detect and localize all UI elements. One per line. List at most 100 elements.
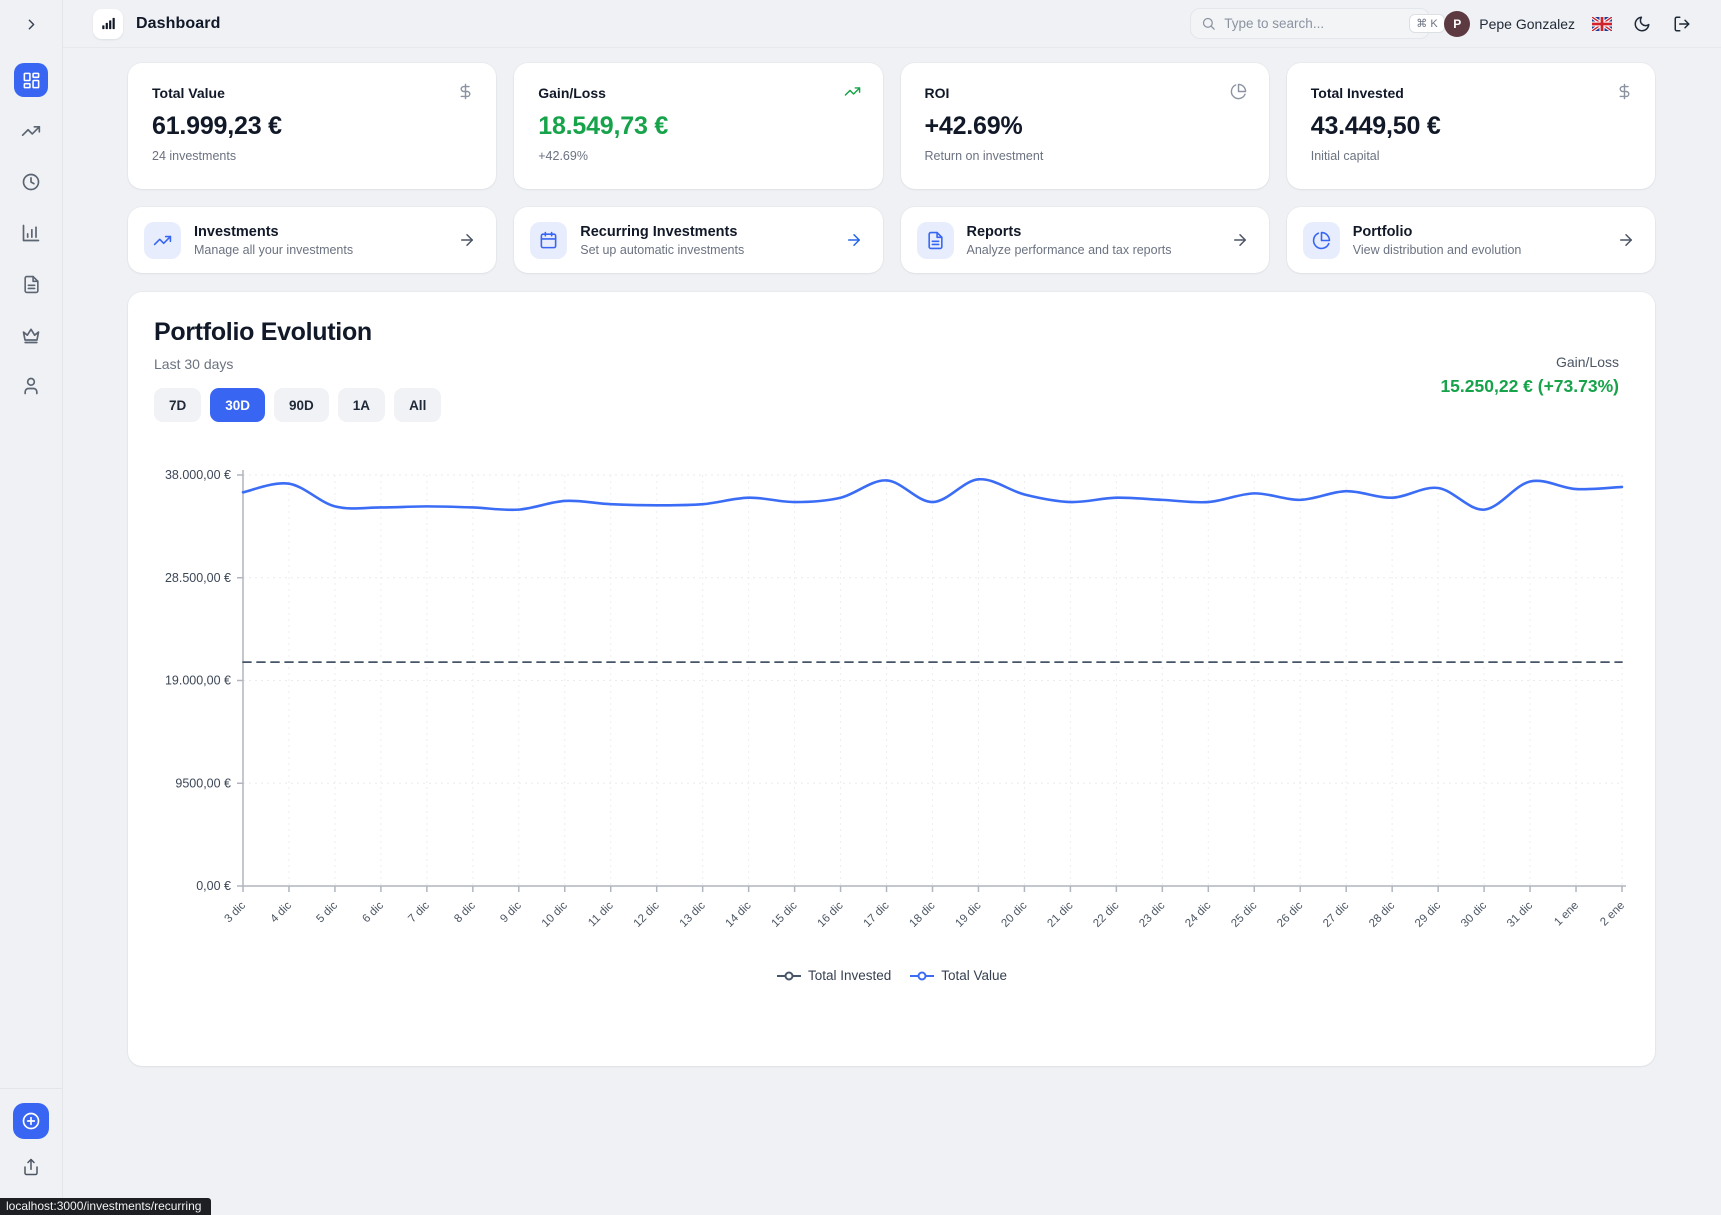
stat-card-total-invested: Total Invested 43.449,50 € Initial capit…: [1286, 63, 1655, 189]
quicklinks-row: Investments Manage all your investments …: [128, 207, 1655, 273]
add-investment-button[interactable]: [13, 1103, 49, 1139]
stat-sub: +42.69%: [538, 149, 588, 163]
user-icon: [21, 376, 41, 396]
svg-text:28.500,00 €: 28.500,00 €: [165, 571, 231, 585]
language-switcher[interactable]: [1589, 11, 1615, 37]
page-title: Dashboard: [136, 14, 221, 32]
svg-text:23 dic: 23 dic: [1137, 899, 1167, 929]
svg-text:26 dic: 26 dic: [1275, 899, 1305, 929]
gain-loss-summary: Gain/Loss 15.250,22 € (+73.73%): [1440, 354, 1619, 397]
stat-value: +42.69%: [924, 112, 1023, 140]
gain-loss-value: 15.250,22 € (+73.73%): [1440, 376, 1619, 396]
svg-text:3 dic: 3 dic: [222, 899, 248, 925]
plus-circle-icon: [21, 1111, 41, 1131]
stat-sub: 24 investments: [152, 149, 237, 163]
stat-value: 61.999,23 €: [152, 112, 282, 140]
svg-text:31 dic: 31 dic: [1505, 899, 1535, 929]
sidebar-item-reports[interactable]: [14, 267, 48, 301]
chevron-right-icon: [23, 16, 40, 33]
svg-text:5 dic: 5 dic: [314, 899, 340, 925]
arrow-right-icon: [1617, 231, 1635, 249]
chart-legend: Total Invested Total Value: [128, 968, 1655, 983]
quicklink-title: Reports: [966, 223, 1022, 240]
range-button-all[interactable]: All: [394, 388, 442, 422]
search-input[interactable]: [1224, 16, 1402, 31]
sidebar-item-dashboard[interactable]: [14, 63, 48, 97]
quicklink-reports[interactable]: Reports Analyze performance and tax repo…: [900, 207, 1269, 273]
quicklink-investments[interactable]: Investments Manage all your investments: [128, 207, 497, 273]
stat-sub: Initial capital: [1310, 149, 1380, 163]
svg-text:27 dic: 27 dic: [1321, 899, 1351, 929]
svg-text:21 dic: 21 dic: [1045, 899, 1075, 929]
trending-up-icon: [844, 83, 861, 100]
main-content: Total Value 61.999,23 € 24 investments G…: [128, 48, 1655, 1066]
arrow-right-icon: [845, 231, 863, 249]
svg-text:38.000,00 €: 38.000,00 €: [165, 468, 231, 482]
stat-label: Total Invested: [1310, 85, 1404, 101]
bar-chart-icon: [21, 223, 41, 243]
svg-text:8 dic: 8 dic: [452, 899, 478, 925]
avatar: P: [1444, 10, 1471, 37]
svg-text:6 dic: 6 dic: [360, 899, 386, 925]
gain-loss-label: Gain/Loss: [1555, 354, 1619, 370]
sidebar-item-profile[interactable]: [14, 369, 48, 403]
svg-text:18 dic: 18 dic: [907, 899, 937, 929]
svg-text:2 ene: 2 ene: [1598, 900, 1627, 929]
stat-value: 43.449,50 €: [1310, 112, 1441, 140]
svg-text:15 dic: 15 dic: [770, 899, 800, 929]
sidebar-item-investments[interactable]: [14, 114, 48, 148]
range-button-30d[interactable]: 30D: [210, 388, 266, 422]
sidebar-item-analytics[interactable]: [14, 216, 48, 250]
quicklink-sub: Analyze performance and tax reports: [966, 242, 1172, 257]
logout-icon: [1673, 15, 1691, 33]
search-icon: [1201, 16, 1216, 31]
clock-icon: [21, 172, 41, 192]
legend-marker-line-icon: [776, 971, 801, 980]
logout-button[interactable]: [1669, 11, 1695, 37]
crown-icon: [21, 325, 41, 345]
search-box[interactable]: ⌘ K: [1190, 8, 1445, 39]
legend-marker-line-icon: [910, 971, 935, 980]
svg-text:14 dic: 14 dic: [724, 899, 754, 929]
svg-text:25 dic: 25 dic: [1229, 899, 1259, 929]
topbar-right: ⌘ K P Pepe Gonzalez: [1190, 8, 1695, 39]
quicklink-sub: View distribution and evolution: [1352, 242, 1522, 257]
range-button-90d[interactable]: 90D: [274, 388, 329, 422]
flag-uk-icon: [1592, 16, 1612, 31]
svg-text:19.000,00 €: 19.000,00 €: [165, 674, 231, 688]
chart-title: Portfolio Evolution: [154, 318, 372, 346]
svg-text:9500,00 €: 9500,00 €: [175, 776, 231, 790]
quicklink-title: Portfolio: [1352, 223, 1413, 240]
svg-text:22 dic: 22 dic: [1091, 899, 1121, 929]
file-text-icon: [916, 221, 954, 259]
pie-chart-icon: [1302, 221, 1340, 259]
user-menu[interactable]: P Pepe Gonzalez: [1444, 10, 1575, 37]
bar-chart-logo-icon: [101, 16, 116, 31]
sidebar-bottom: [0, 1088, 63, 1215]
calendar-icon: [530, 221, 568, 259]
svg-text:0,00 €: 0,00 €: [196, 879, 231, 893]
portfolio-evolution-card: Portfolio Evolution Last 30 days 7D 30D …: [128, 292, 1655, 1066]
sidebar-item-recurring[interactable]: [14, 165, 48, 199]
arrow-right-icon: [1231, 231, 1249, 249]
svg-text:19 dic: 19 dic: [953, 899, 983, 929]
quicklink-portfolio[interactable]: Portfolio View distribution and evolutio…: [1286, 207, 1655, 273]
file-text-icon: [22, 275, 41, 294]
theme-toggle-button[interactable]: [1629, 11, 1655, 37]
quicklink-recurring-investments[interactable]: Recurring Investments Set up automatic i…: [514, 207, 883, 273]
range-button-7d[interactable]: 7D: [154, 388, 202, 422]
svg-text:10 dic: 10 dic: [540, 899, 570, 929]
legend-item-total-invested: Total Invested: [776, 968, 891, 983]
svg-text:24 dic: 24 dic: [1183, 899, 1213, 929]
sidebar-expand-button[interactable]: [0, 0, 63, 48]
legend-item-total-value: Total Value: [909, 968, 1007, 983]
range-button-1a[interactable]: 1A: [337, 388, 386, 422]
dollar-icon: [1616, 83, 1633, 100]
export-button[interactable]: [13, 1149, 49, 1185]
quicklink-sub: Set up automatic investments: [580, 242, 745, 257]
sidebar-item-premium[interactable]: [14, 318, 48, 352]
arrow-right-icon: [458, 231, 476, 249]
chart-canvas[interactable]: 38.000,00 € 28.500,00 € 19.000,00 € 9500,00…: [128, 452, 1655, 1012]
stat-label: ROI: [924, 85, 950, 101]
svg-text:29 dic: 29 dic: [1413, 899, 1443, 929]
